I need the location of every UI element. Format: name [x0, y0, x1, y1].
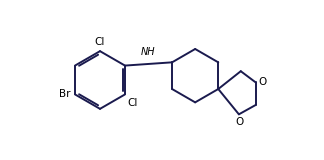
- Text: Br: Br: [60, 89, 71, 99]
- Text: NH: NH: [141, 48, 156, 57]
- Text: Cl: Cl: [127, 98, 137, 108]
- Text: O: O: [236, 117, 244, 127]
- Text: O: O: [258, 77, 267, 88]
- Text: Cl: Cl: [95, 37, 105, 47]
